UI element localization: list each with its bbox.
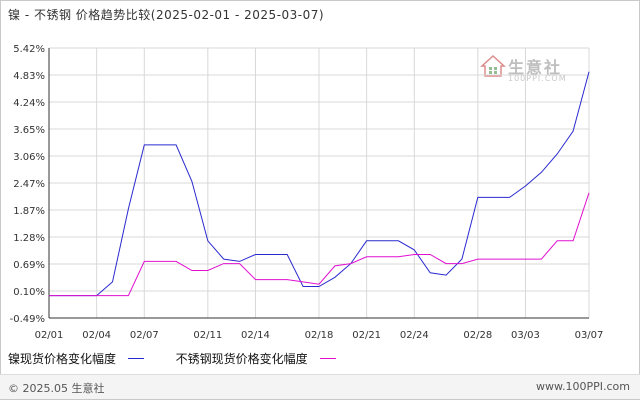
legend-label-stainless: 不锈钢现货价格变化幅度: [175, 352, 308, 366]
chart-legend: 镍现货价格变化幅度 不锈钢现货价格变化幅度: [8, 350, 364, 368]
legend-line-nickel: [127, 358, 144, 359]
x-tick-label: 02/11: [193, 330, 222, 341]
chart-series: [49, 71, 590, 297]
y-tick-label: 1.87%: [13, 206, 45, 217]
x-tick-label: 03/07: [575, 330, 604, 341]
y-tick-label: 4.24%: [13, 98, 45, 109]
watermark-url: 100PPI.COM: [508, 74, 567, 83]
x-tick-label: 02/04: [82, 330, 111, 341]
x-tick-label: 02/18: [305, 330, 334, 341]
y-tick-label: -0.49%: [10, 314, 45, 325]
series-line-nickel: [49, 71, 590, 297]
legend-item-nickel: 镍现货价格变化幅度: [8, 350, 144, 367]
watermark-logo: 生意社 100PPI.COM: [480, 52, 580, 92]
y-tick-label: 3.65%: [13, 125, 45, 136]
x-tick-label: 02/14: [241, 330, 270, 341]
y-tick-label: 2.47%: [13, 179, 45, 190]
series-line-stainless: [49, 192, 590, 297]
legend-label-nickel: 镍现货价格变化幅度: [8, 352, 117, 366]
y-tick-label: 1.28%: [13, 233, 45, 244]
x-tick-label: 02/07: [130, 330, 159, 341]
house-icon: [480, 54, 506, 77]
x-tick-label: 03/03: [511, 330, 540, 341]
footer-bar: © 2025.05 生意社 www.100PPI.com: [0, 374, 640, 399]
y-tick-label: 3.06%: [13, 152, 45, 163]
legend-line-stainless: [319, 358, 336, 359]
line-chart: 5.42% 4.83% 4.24% 3.65% 3.06% 2.47% 1.87% 1.28%…: [10, 44, 604, 341]
y-tick-label: 4.83%: [13, 71, 45, 82]
y-tick-label: 5.42%: [13, 44, 45, 55]
y-tick-label: 0.69%: [13, 260, 45, 271]
footer-site-link[interactable]: www.100PPI.com: [536, 380, 630, 393]
y-tick-label: 0.10%: [13, 287, 45, 298]
chart-title: 镍 - 不锈钢 价格趋势比较(2025-02-01 - 2025-03-07): [8, 8, 325, 22]
chart-grid: [48, 47, 590, 319]
x-tick-label: 02/01: [35, 330, 64, 341]
chart-axes: 5.42% 4.83% 4.24% 3.65% 3.06% 2.47% 1.87% 1.28%…: [10, 44, 604, 341]
x-tick-label: 02/21: [352, 330, 381, 341]
x-tick-label: 02/28: [463, 330, 492, 341]
footer-copyright: © 2025.05 生意社: [8, 382, 105, 395]
watermark-name: 生意社: [508, 58, 563, 77]
legend-item-stainless: 不锈钢现货价格变化幅度: [176, 350, 336, 367]
x-tick-label: 02/24: [400, 330, 429, 341]
